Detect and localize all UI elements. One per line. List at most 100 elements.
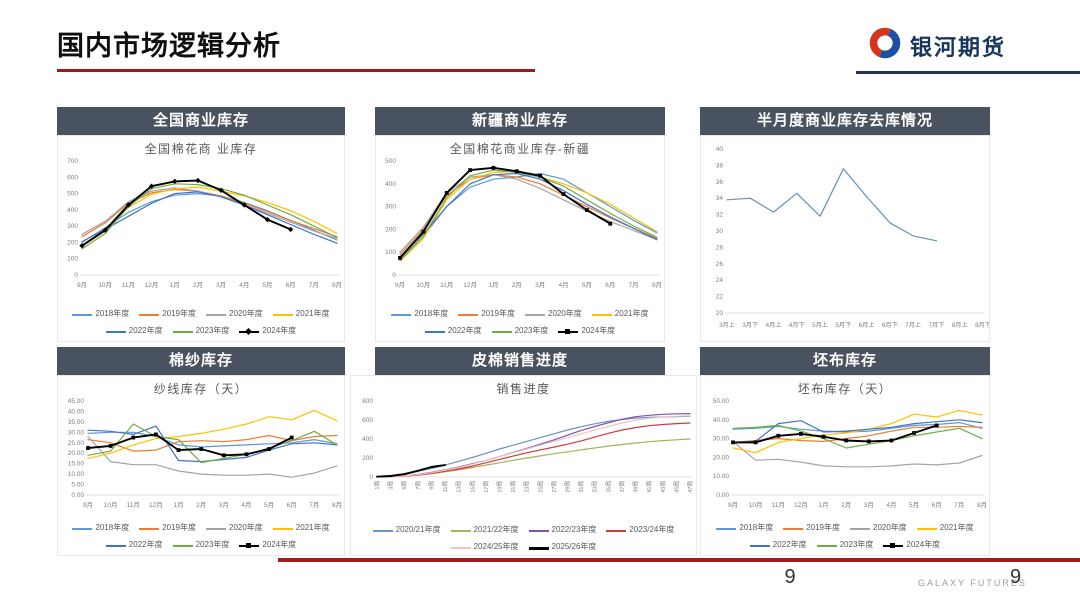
legend-label: 2022/23年度 — [551, 525, 597, 535]
svg-text:7月: 7月 — [309, 501, 319, 509]
legend-swatch — [72, 525, 93, 532]
svg-text:9月: 9月 — [395, 281, 405, 289]
legend-label: 2019年度 — [481, 309, 515, 319]
galaxy-swirl-icon — [868, 26, 902, 65]
svg-text:3月下: 3月下 — [742, 322, 758, 329]
chart-box: 全国棉花商 业库存 0 100 200 300 400 500 600 700 9月 10月 11月… — [57, 135, 345, 342]
legend-label: 2024年度 — [581, 326, 616, 336]
svg-text:5月: 5月 — [264, 501, 274, 509]
page-title: 国内市场逻辑分析 — [57, 31, 281, 61]
svg-text:7周: 7周 — [415, 481, 422, 490]
svg-text:9月: 9月 — [83, 501, 93, 509]
svg-text:20.00: 20.00 — [713, 454, 730, 461]
legend-item: 2024年度 — [558, 326, 616, 336]
svg-text:1月: 1月 — [173, 501, 183, 509]
panel-semimonthly-destocking: 半月度商业库存去库情况 20 22 24 26 28 30 32 34 36 38 40 3月上 3月下… — [700, 107, 990, 342]
legend-swatch — [206, 311, 226, 318]
svg-text:0: 0 — [369, 474, 373, 481]
svg-text:19周: 19周 — [496, 481, 503, 493]
chart-box: 坯布库存（天） 0.00 10.00 20.00 30.00 40.00 50.00 9月 1… — [700, 375, 990, 556]
svg-text:28: 28 — [716, 244, 724, 251]
svg-text:27周: 27周 — [551, 481, 558, 493]
svg-text:13周: 13周 — [456, 481, 463, 493]
legend-swatch — [558, 328, 579, 335]
svg-text:5月: 5月 — [262, 281, 272, 289]
legend-item: 2020年度 — [206, 523, 263, 532]
svg-text:22: 22 — [716, 294, 724, 301]
panel-lint-sales-progress: 皮棉销售进度 — [375, 347, 665, 375]
panel-header: 全国商业库存 — [57, 107, 345, 135]
panel-grey-fabric-inventory: 坯布库存 坯布库存（天） 0.00 10.00 20.00 30.00 40.00 50.… — [700, 347, 990, 556]
legend-item: 2018年度 — [716, 523, 773, 532]
legend-item: 2025/26年度 — [528, 542, 596, 551]
svg-text:4月上: 4月上 — [766, 321, 782, 329]
svg-text:10月: 10月 — [98, 281, 112, 289]
legend-label: 2018年度 — [414, 309, 449, 319]
legend-swatch — [850, 525, 870, 532]
chart-title: 全国棉花商业库存-新疆 — [449, 142, 591, 156]
svg-text:45周: 45周 — [673, 481, 680, 493]
svg-text:11月: 11月 — [122, 281, 135, 289]
legend-swatch — [816, 542, 837, 549]
legend-swatch — [591, 311, 612, 318]
svg-text:3月: 3月 — [535, 281, 545, 289]
chart-semimonthly-destocking: 20 22 24 26 28 30 32 34 36 38 40 3月上 3月下 4月上 4月下 5月上 5月下… — [716, 146, 989, 329]
legend-label: 2024/25年度 — [473, 542, 519, 552]
legend-swatch — [105, 328, 126, 335]
legend-item: 2020年度 — [850, 523, 907, 532]
panel-xinjiang-inventory: 新疆商业库存 全国棉花商业库存-新疆 0 100 200 300 400 500 9月 10月… — [375, 107, 665, 342]
legend: 2018年度 2019年度 2020年度 2021年度 2022年度 2023年度 2024… — [58, 306, 344, 340]
svg-text:11周: 11周 — [442, 481, 449, 492]
svg-text:6月: 6月 — [605, 281, 615, 289]
svg-text:30.00: 30.00 — [713, 436, 730, 443]
svg-text:2月: 2月 — [841, 501, 851, 509]
panel-header: 半月度商业库存去库情况 — [700, 107, 990, 135]
svg-text:600: 600 — [67, 174, 78, 181]
legend-swatch — [172, 542, 193, 549]
legend-swatch — [239, 327, 260, 335]
legend-label: 2023/24年度 — [629, 525, 675, 535]
svg-text:10月: 10月 — [749, 501, 763, 509]
legend-item: 2022年度 — [105, 326, 163, 335]
svg-text:400: 400 — [362, 436, 373, 443]
legend-label: 2024年度 — [262, 540, 297, 550]
svg-text:23周: 23周 — [524, 481, 531, 493]
company-logo: 银河期货 — [868, 26, 1006, 65]
chart-title: 销售进度 — [496, 382, 551, 396]
legend-label: 2019年度 — [162, 309, 196, 319]
svg-text:20.00: 20.00 — [68, 450, 85, 457]
svg-text:45.00: 45.00 — [68, 398, 85, 405]
svg-text:7月上: 7月上 — [905, 321, 921, 329]
logo-text: 银河期货 — [910, 34, 1007, 60]
legend-item: 2021年度 — [272, 309, 330, 319]
legend-item: 2019年度 — [139, 523, 196, 532]
svg-text:9月: 9月 — [77, 281, 87, 289]
legend-item: 2018年度 — [391, 309, 449, 319]
svg-text:8月: 8月 — [332, 281, 342, 289]
legend-label: 2020/21年度 — [395, 525, 441, 535]
svg-text:400: 400 — [385, 181, 396, 188]
svg-text:9月: 9月 — [728, 501, 738, 509]
svg-text:2月: 2月 — [512, 281, 522, 289]
legend-label: 2021年度 — [295, 309, 330, 319]
svg-text:12月: 12月 — [794, 501, 808, 509]
svg-text:40.00: 40.00 — [68, 408, 85, 415]
legend-item: 2019年度 — [139, 309, 196, 319]
legend: 2018年度 2019年度 2020年度 2021年度 2022年度 2023年度 2024… — [701, 520, 989, 554]
legend-swatch — [424, 328, 445, 335]
chart-title: 坯布库存（天） — [797, 382, 893, 396]
svg-text:6月: 6月 — [286, 281, 296, 289]
svg-text:6月下: 6月下 — [882, 322, 898, 329]
legend-item: 2021/22年度 — [450, 525, 519, 534]
legend-swatch — [391, 311, 412, 318]
legend-item: 2023/24年度 — [606, 525, 675, 535]
svg-text:3月上: 3月上 — [719, 321, 735, 329]
chart-box: 20 22 24 26 28 30 32 34 36 38 40 3月上 3月下 4月上 4月下 5月上 5月下… — [700, 135, 990, 342]
svg-text:11月: 11月 — [440, 281, 453, 289]
svg-text:10月: 10月 — [104, 501, 118, 509]
legend-swatch — [139, 525, 160, 532]
legend-label: 2019年度 — [806, 523, 840, 533]
legend-item: 2023年度 — [491, 326, 548, 335]
legend-label: 2020年度 — [229, 309, 263, 319]
